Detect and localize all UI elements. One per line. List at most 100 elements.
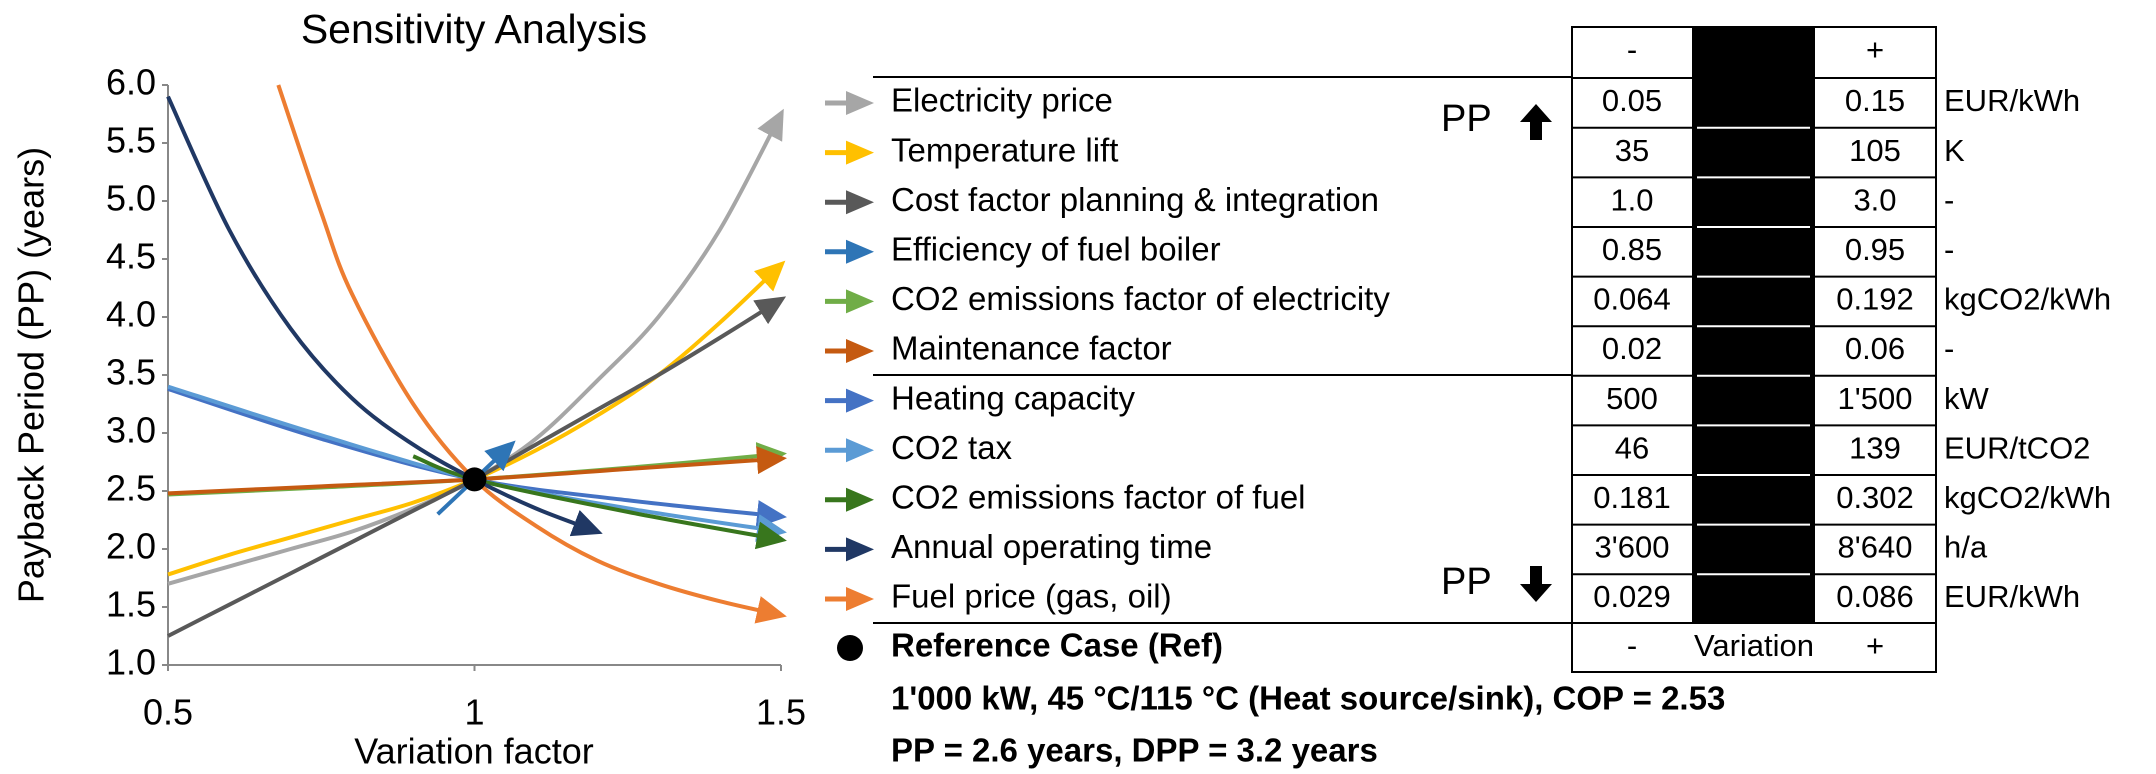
unit-cell: kgCO2/kWh [1944, 480, 2111, 515]
note: PP = 2.6 years, DPP = 3.2 years [891, 732, 1378, 769]
table-cell: 0.029 [1593, 579, 1671, 614]
table-cell: 0.201 [1715, 480, 1793, 515]
unit-cell: kW [1944, 381, 1990, 416]
legend-label: Electricity price [891, 82, 1113, 119]
y-tick-label: 3.5 [106, 352, 156, 393]
table-cell: 0.181 [1593, 480, 1671, 515]
legend-arrow-head [846, 487, 874, 512]
footer-cell: - [1627, 628, 1637, 663]
legend-label: CO2 tax [891, 429, 1013, 466]
note: 1'000 kW, 45 °C/115 °C (Heat source/sink… [891, 680, 1725, 717]
table-cell: 0.85 [1602, 232, 1662, 267]
table-cell: 0.02 [1602, 331, 1662, 366]
legend-label: Fuel price (gas, oil) [891, 578, 1172, 615]
table-cell: 70 [1737, 133, 1771, 168]
table-cell: 0.05 [1602, 83, 1662, 118]
table-cell: 1.0 [1610, 182, 1653, 217]
series-line [167, 387, 787, 528]
unit-cell: - [1944, 331, 1954, 366]
legend-label: Cost factor planning & integration [891, 181, 1379, 218]
table-cell: 0.10 [1724, 83, 1784, 118]
legend-arrow-head [846, 91, 874, 115]
up-arrow [1520, 104, 1552, 140]
pp-up: PP [1441, 98, 1492, 140]
y-tick-label: 6.0 [106, 62, 156, 103]
table-cell: 46 [1615, 430, 1649, 465]
series-line [167, 384, 787, 542]
table-cell: 92.5 [1724, 430, 1784, 465]
legend-arrow-head [846, 587, 874, 611]
legend-label: Maintenance factor [891, 330, 1172, 367]
down-arrow [1520, 566, 1552, 602]
table-cell: 105 [1849, 133, 1901, 168]
unit-cell: EUR/kWh [1944, 83, 2080, 118]
unit-cell: K [1944, 133, 1965, 168]
header-cell: - [1627, 32, 1637, 67]
y-tick-label: 5.0 [106, 178, 156, 219]
legend-label: Temperature lift [891, 131, 1118, 168]
reference-point [462, 467, 487, 492]
unit-cell: EUR/kWh [1944, 579, 2080, 614]
table-cell: 1'500 [1838, 381, 1913, 416]
legend-label: Heating capacity [891, 379, 1135, 416]
reference-legend-dot [837, 635, 863, 661]
x-tick-label: 0.5 [143, 692, 193, 733]
table-cell: 2.0 [1732, 182, 1775, 217]
series-line [276, 84, 787, 624]
unit-cell: h/a [1944, 530, 1988, 565]
table-cell: 0.06 [1845, 331, 1905, 366]
unit-cell: - [1944, 232, 1954, 267]
pp-down: PP [1441, 561, 1492, 603]
legend-arrow-head [846, 239, 874, 264]
legend-arrow-head [846, 190, 874, 215]
x-tick-label: 1 [464, 692, 484, 733]
series-line [166, 95, 603, 537]
legend-label: Efficiency of fuel boiler [891, 231, 1221, 268]
y-axis-label: Payback Period (PP) (years) [11, 147, 52, 603]
reference-label: Reference Case (Ref) [891, 627, 1223, 664]
y-tick-label: 1.5 [106, 584, 156, 625]
table-cell: 3.0 [1853, 182, 1896, 217]
y-tick-label: 1.0 [106, 642, 156, 683]
table-frame [1571, 26, 1937, 673]
header-cell: + [1866, 32, 1884, 67]
chart-title: Sensitivity Analysis [301, 6, 647, 52]
footer-cell: Variation [1694, 628, 1814, 663]
legend-arrow-head [846, 289, 874, 314]
table-cell: 1'000 [1716, 381, 1792, 416]
x-tick-label: 1.5 [756, 692, 806, 733]
table-cell: 0.064 [1593, 282, 1671, 317]
table-cell: 3'600 [1595, 530, 1670, 565]
table-cell: 0.302 [1836, 480, 1914, 515]
y-tick-label: 5.5 [106, 120, 156, 161]
legend-arrow-head [846, 339, 874, 363]
table-cell: 0.057 [1715, 579, 1793, 614]
table-cell: 0.90 [1724, 232, 1784, 267]
y-tick-label: 4.0 [106, 294, 156, 335]
table-cell: 0.04 [1724, 331, 1785, 366]
footer-cell: + [1866, 628, 1884, 663]
legend-arrow-head [846, 438, 874, 463]
table-cell: 0.192 [1836, 282, 1914, 317]
table-cell: 0.95 [1845, 232, 1905, 267]
series-line [412, 454, 787, 550]
legend-arrow-head [846, 140, 874, 165]
y-tick-label: 4.5 [106, 236, 156, 277]
unit-cell: EUR/tCO2 [1944, 430, 2090, 465]
table-cell: 0.128 [1715, 282, 1793, 317]
table-cell: 500 [1606, 381, 1658, 416]
y-tick-label: 2.5 [106, 468, 156, 509]
unit-cell: - [1944, 182, 1954, 217]
legend-arrow-head [846, 388, 874, 413]
table-cell: 35 [1615, 133, 1649, 168]
table-cell: 0.15 [1845, 83, 1905, 118]
table-cell: 139 [1849, 430, 1901, 465]
x-axis-label: Variation factor [354, 731, 593, 772]
y-tick-label: 3.0 [106, 410, 156, 451]
legend-arrow-head [846, 537, 874, 562]
y-tick-label: 2.0 [106, 526, 156, 567]
header-cell: Ref [1729, 32, 1780, 67]
table-cell: 8'640 [1838, 530, 1913, 565]
legend-label: CO2 emissions factor of fuel [891, 479, 1306, 516]
